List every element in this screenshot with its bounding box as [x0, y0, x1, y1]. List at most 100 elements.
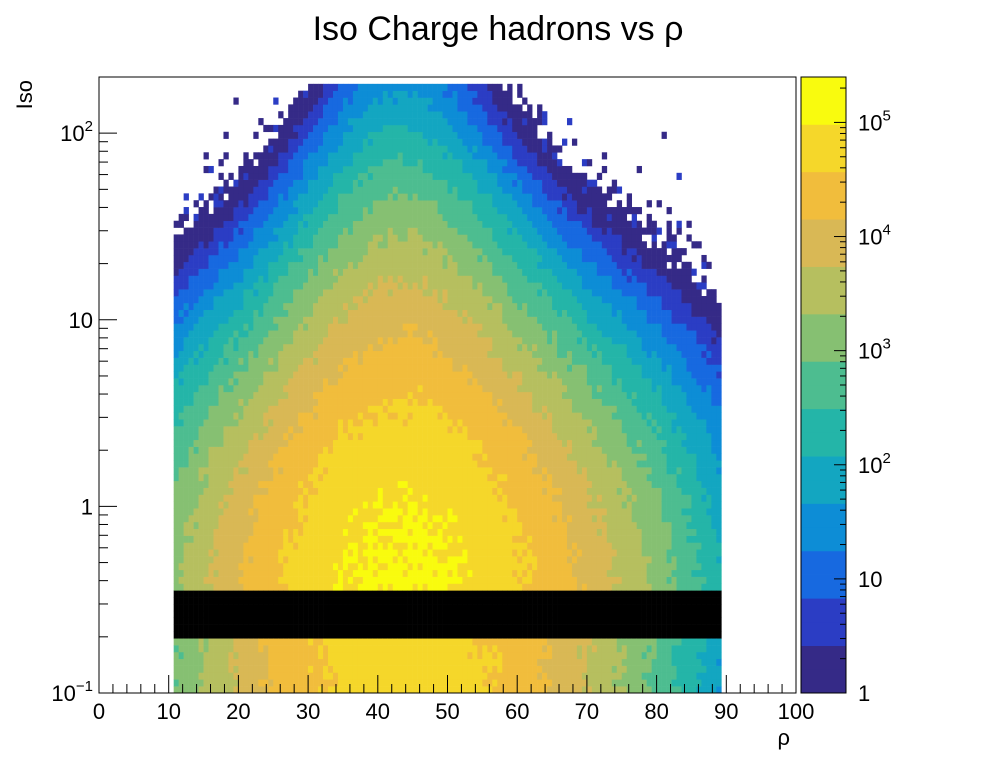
- heatmap-cell-2397: [323, 467, 329, 475]
- heatmap-cell-638: [213, 186, 219, 194]
- heatmap-cell-227: [188, 556, 194, 564]
- heatmap-cell-329: [193, 323, 199, 331]
- heatmap-cell-4571: [442, 207, 448, 215]
- heatmap-cell-2896: [347, 97, 354, 105]
- heatmap-cell-4595: [447, 651, 453, 660]
- heatmap-cell-4650: [447, 275, 453, 283]
- heatmap-cell-3654: [392, 391, 399, 399]
- heatmap-cell-4399: [432, 165, 438, 174]
- heatmap-cell-1082: [243, 254, 249, 263]
- heatmap-cell-4490: [437, 152, 443, 160]
- heatmap-cell-3196: [367, 480, 374, 488]
- heatmap-cell-2956: [352, 296, 359, 304]
- heatmap-cell-4323: [432, 686, 438, 693]
- heatmap-cell-180: [183, 391, 189, 399]
- heatmap-cell-1905: [293, 207, 299, 215]
- heatmap-cell-1453: [268, 432, 274, 441]
- heatmap-cell-1988: [298, 234, 304, 242]
- heatmap-cell-1246: [253, 207, 259, 215]
- heatmap-cell-3073: [357, 104, 364, 112]
- heatmap-cell-2967: [352, 220, 359, 228]
- heatmap-cell-3754: [397, 316, 403, 324]
- heatmap-cell-2400: [323, 446, 329, 454]
- heatmap-cell-4987: [467, 405, 473, 413]
- heatmap-cell-4710: [452, 473, 458, 482]
- heatmap-cell-2758: [342, 432, 349, 441]
- heatmap-cell-2752: [342, 473, 349, 482]
- heatmap-cell-1574: [273, 165, 279, 174]
- heatmap-cell-1606: [278, 515, 284, 523]
- heatmap-cell-3922: [407, 385, 413, 393]
- heatmap-cell-2829: [347, 556, 354, 564]
- heatmap-cell-279: [193, 665, 199, 673]
- heatmap-cell-4659: [447, 213, 453, 222]
- heatmap-cell-3506: [382, 186, 389, 194]
- heatmap-cell-1762: [288, 597, 294, 605]
- heatmap-cell-3983: [412, 576, 418, 584]
- heatmap-cell-3186: [367, 549, 374, 557]
- heatmap-cell-2378: [323, 597, 329, 605]
- heatmap-cell-3830: [402, 405, 408, 413]
- heatmap-cell-4029: [412, 261, 418, 269]
- heatmap-cell-3798: [402, 624, 408, 632]
- heatmap-cell-4099: [417, 391, 423, 399]
- heatmap-cell-2887: [347, 159, 354, 167]
- heatmap-cell-4922: [462, 241, 468, 249]
- heatmap-cell-312: [193, 439, 199, 447]
- heatmap-cell-2290: [318, 590, 324, 598]
- heatmap-cell-2394: [323, 487, 329, 495]
- heatmap-cell-4614: [447, 521, 453, 530]
- heatmap-cell-4625: [447, 446, 453, 454]
- heatmap-cell-1617: [278, 439, 284, 447]
- heatmap-cell-3269: [372, 590, 379, 598]
- heatmap-cell-3290: [372, 446, 379, 454]
- heatmap-cell-221: [188, 597, 194, 605]
- heatmap-cell-2549: [332, 645, 339, 653]
- heatmap-cell-3588: [387, 234, 394, 242]
- heatmap-cell-118: [178, 343, 184, 352]
- heatmap-cell-4873: [462, 576, 468, 584]
- heatmap-cell-2729: [342, 631, 349, 639]
- heatmap-cell-2336: [318, 275, 324, 283]
- heatmap-cell-2296: [318, 549, 324, 557]
- heatmap-cell-2057: [303, 364, 309, 372]
- heatmap-cell-4200: [422, 309, 428, 317]
- heatmap-cell-3923: [407, 378, 413, 386]
- heatmap-cell-693: [218, 316, 224, 324]
- heatmap-cell-480: [203, 268, 209, 276]
- heatmap-cell-3337: [372, 124, 379, 133]
- heatmap-cell-1828: [288, 145, 294, 153]
- heatmap-cell-4771: [457, 665, 463, 673]
- heatmap-cell-4231: [422, 97, 428, 105]
- heatmap-cell-3439: [382, 645, 389, 653]
- heatmap-cell-2264: [313, 159, 319, 167]
- heatmap-cell-306: [193, 480, 199, 488]
- heatmap-cell-2545: [332, 672, 339, 680]
- heatmap-cell-1099: [248, 679, 254, 687]
- heatmap-cell-813: [228, 535, 234, 543]
- heatmap-cell-819: [228, 494, 234, 502]
- heatmap-cell-617: [213, 330, 219, 338]
- heatmap-cell-533: [208, 412, 214, 420]
- heatmap-cell-203: [183, 234, 189, 242]
- heatmap-cell-2338: [318, 261, 324, 269]
- heatmap-cell-3064: [357, 165, 364, 174]
- heatmap-cell-4039: [412, 193, 418, 201]
- heatmap-cell-3044: [357, 302, 364, 311]
- heatmap-cell-3132: [362, 309, 369, 317]
- heatmap-cell-2053: [303, 391, 309, 399]
- heatmap-cell-1171: [248, 186, 254, 194]
- heatmap-cell-670: [218, 473, 224, 482]
- heatmap-cell-3406: [377, 261, 384, 269]
- heatmap-cell-4765: [452, 97, 458, 105]
- heatmap-cell-4713: [452, 453, 458, 461]
- heatmap-cell-3632: [392, 542, 399, 550]
- heatmap-cell-3945: [407, 227, 413, 235]
- heatmap-cell-2099: [308, 679, 314, 687]
- heatmap-cell-4446: [437, 453, 443, 461]
- heatmap-cell-3179: [367, 597, 374, 605]
- heatmap-cell-3370: [377, 508, 384, 516]
- heatmap-cell-2539: [328, 104, 334, 112]
- heatmap-cell-2798: [342, 159, 349, 167]
- heatmap-cell-3296: [372, 405, 379, 413]
